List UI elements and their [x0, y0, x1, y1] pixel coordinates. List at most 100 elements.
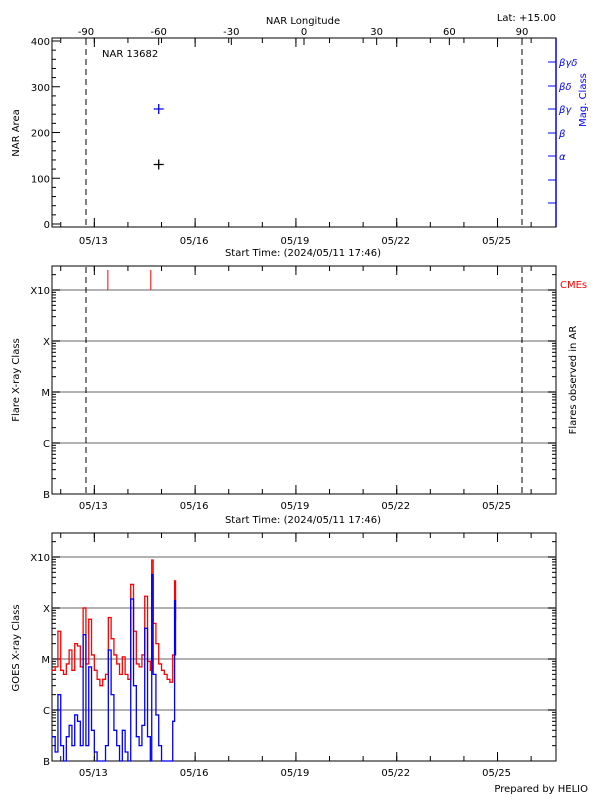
x-tick-label: 05/19: [281, 236, 310, 247]
goes-short-point: [166, 760, 168, 762]
goes-short-point: [138, 745, 140, 747]
goes-long-point: [173, 580, 176, 582]
goes-long-point: [76, 645, 79, 647]
longitude-tick-label: 60: [443, 27, 456, 38]
x-tick-label: 05/19: [281, 768, 310, 779]
longitude-tick-label: 90: [516, 27, 529, 38]
goes-short-point: [60, 745, 62, 747]
goes-long-point: [169, 681, 171, 683]
goes-long-point: [141, 654, 143, 656]
goes-long-point: [57, 630, 59, 632]
goes-short-point: [93, 751, 95, 753]
goes-long-point: [74, 643, 76, 645]
start-time-label: Start Time: (2024/05/11 17:46): [225, 248, 381, 259]
y2-axis-label: Flares observed in AR: [568, 326, 579, 435]
mag-class-label: β: [558, 129, 566, 140]
goes-long-channel-line: [52, 559, 177, 687]
goes-long-point: [90, 654, 93, 656]
longitude-tick-label: -30: [223, 27, 239, 38]
goes-long-point: [135, 663, 137, 665]
goes-short-point: [113, 729, 115, 731]
goes-short-point: [155, 714, 157, 716]
goes-long-point: [113, 654, 115, 656]
goes-short-point: [121, 729, 123, 731]
goes-short-point: [151, 574, 153, 576]
goes-short-point: [102, 760, 104, 762]
y-axis-label: GOES X-ray Class: [11, 604, 22, 691]
goes-long-point: [110, 638, 112, 640]
goes-long-point: [65, 663, 67, 665]
longitude-tick-label: -60: [150, 27, 166, 38]
y-axis-label: Flare X-ray Class: [11, 338, 22, 422]
top-axis-title: NAR Longitude: [266, 16, 340, 27]
x-tick-label: 05/25: [482, 768, 511, 779]
goes-long-point: [68, 649, 70, 651]
goes-short-point: [132, 685, 135, 687]
goes-short-point: [169, 760, 171, 762]
goes-short-point: [174, 654, 177, 656]
y-tick-label: C: [43, 706, 50, 717]
goes-long-point: [138, 666, 140, 668]
goes-long-point: [149, 669, 151, 671]
x-tick-label: 05/25: [482, 236, 511, 247]
longitude-tick-label: 30: [370, 27, 383, 38]
y-tick-label: X10: [30, 553, 50, 564]
x-tick-label: 05/22: [381, 501, 410, 512]
goes-long-point: [127, 678, 129, 680]
x-tick-label: 05/22: [381, 768, 410, 779]
area-point: [153, 159, 164, 170]
goes-long-point: [130, 583, 132, 586]
goes-short-point: [62, 760, 65, 762]
y-tick-label: 0: [44, 220, 50, 231]
goes-short-point: [144, 627, 146, 629]
goes-long-point: [60, 669, 62, 671]
goes-short-point: [85, 745, 87, 747]
plot-frame: [51, 265, 557, 495]
y-tick-label: X10: [30, 286, 50, 297]
goes-short-point: [160, 760, 163, 762]
goes-long-point: [93, 669, 95, 671]
y-tick-label: 100: [31, 174, 50, 185]
goes-long-point: [144, 595, 146, 597]
goes-short-point: [96, 760, 98, 762]
mag-class-label: βδ: [558, 82, 572, 93]
y-tick-label: C: [43, 439, 50, 450]
goes-long-point: [124, 673, 126, 675]
x-tick-label: 05/19: [281, 501, 310, 512]
y-tick-label: X: [43, 604, 50, 615]
goes-long-point: [121, 656, 123, 658]
goes-short-point: [57, 694, 59, 696]
goes-long-point: [99, 685, 101, 687]
goes-long-point: [118, 673, 121, 675]
y-tick-label: B: [43, 757, 50, 768]
goes-short-point: [124, 751, 126, 753]
goes-short-point: [104, 745, 107, 747]
goes-short-point: [74, 714, 76, 716]
y-tick-label: M: [41, 655, 50, 666]
goes-short-point: [82, 634, 84, 636]
x-tick-label: 05/16: [180, 768, 209, 779]
y2-axis-label: Mag. Class: [578, 73, 589, 127]
goes-short-channel-line: [52, 574, 177, 762]
goes-short-point: [135, 736, 137, 738]
goes-long-point: [104, 673, 107, 675]
y-tick-label: B: [43, 490, 50, 501]
goes-short-point: [152, 673, 154, 675]
goes-long-point: [102, 678, 104, 680]
goes-short-point: [90, 729, 93, 731]
goes-long-point: [155, 643, 157, 645]
goes-short-point: [65, 736, 67, 738]
goes-short-point: [68, 724, 70, 726]
credit-label: Prepared by HELIO: [494, 784, 588, 795]
latitude-label: Lat: +15.00: [497, 13, 556, 24]
goes-long-point: [71, 669, 73, 671]
goes-short-point: [172, 720, 174, 722]
y-axis-label: NAR Area: [11, 109, 22, 156]
goes-short-point: [54, 751, 56, 753]
x-tick-label: 05/13: [79, 501, 108, 512]
goes-long-point: [62, 673, 65, 675]
y-tick-label: M: [41, 388, 50, 399]
goes-long-point: [166, 678, 168, 680]
x-tick-label: 05/16: [180, 236, 209, 247]
